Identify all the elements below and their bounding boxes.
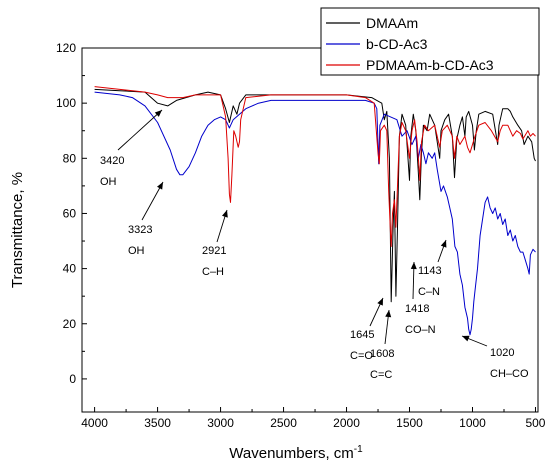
x-tick-label: 2000 xyxy=(333,416,360,430)
y-tick-label: 20 xyxy=(63,317,77,331)
annotation-label: C–N xyxy=(418,286,440,298)
annotation-arrowhead xyxy=(462,335,470,342)
annotation-label: 1608 xyxy=(370,348,394,360)
x-tick-label: 3500 xyxy=(144,416,171,430)
annotation-arrowhead xyxy=(157,182,163,190)
x-axis-title: Wavenumbers, cm-1 xyxy=(229,444,363,462)
annotation-arrowhead xyxy=(440,240,447,248)
annotation-label: 3323 xyxy=(128,224,152,236)
y-axis: 0 20 40 60 80 100 120 xyxy=(56,41,87,386)
y-tick-label: 0 xyxy=(69,372,76,386)
x-tick-label: 1000 xyxy=(459,416,486,430)
annotation-label: 1418 xyxy=(405,303,429,315)
annotation-label: OH xyxy=(100,176,117,188)
annotation-arrow-line xyxy=(117,109,163,151)
series-line-1 xyxy=(94,91,536,336)
annotation-arrowhead xyxy=(154,110,162,117)
annotation-label: C=C xyxy=(370,369,392,381)
legend-label: PDMAAm-b-CD-Ac3 xyxy=(366,57,494,73)
annotation-label: OH xyxy=(128,245,145,257)
x-axis: 4000 3500 3000 2500 2000 1500 1000 500 xyxy=(81,407,546,430)
annotation-label: C=O xyxy=(350,350,373,362)
annotation-label: 2921 xyxy=(202,245,226,257)
plot-frame xyxy=(81,47,539,413)
annotation-arrowhead xyxy=(385,310,392,318)
legend-label: b-CD-Ac3 xyxy=(366,36,428,52)
legend-box xyxy=(320,7,540,76)
annotation-label: 1020 xyxy=(490,347,514,359)
annotation-label: CO–N xyxy=(405,324,436,336)
annotation-arrowhead xyxy=(222,210,228,218)
x-tick-label: 1500 xyxy=(396,416,423,430)
x-tick-label: 500 xyxy=(525,416,545,430)
legend: DMAAm b-CD-Ac3 PDMAAm-b-CD-Ac3 xyxy=(320,7,540,76)
annotation-label: 3420 xyxy=(100,155,124,167)
x-tick-label: 3000 xyxy=(207,416,234,430)
series-line-2 xyxy=(94,86,536,247)
annotation-label: 1143 xyxy=(418,265,442,277)
annotation-label: 1645 xyxy=(350,329,374,341)
annotation-arrowhead xyxy=(377,298,383,306)
annotation-arrowhead xyxy=(410,262,417,270)
y-tick-label: 80 xyxy=(63,151,77,165)
y-tick-label: 100 xyxy=(56,96,76,110)
y-tick-label: 40 xyxy=(63,262,77,276)
series-layer xyxy=(94,86,536,336)
y-tick-label: 60 xyxy=(63,206,77,220)
y-axis-title: Transmittance, % xyxy=(9,172,26,288)
y-tick-label: 120 xyxy=(56,41,76,55)
annotation-label: C–H xyxy=(202,266,224,278)
x-tick-label: 4000 xyxy=(81,416,108,430)
series-line-0 xyxy=(94,88,536,303)
legend-label: DMAAm xyxy=(366,15,418,31)
x-tick-label: 2500 xyxy=(270,416,297,430)
annotation-label: CH–CO xyxy=(490,368,529,380)
x-axis-title-sup: -1 xyxy=(354,444,363,455)
x-axis-title-main: Wavenumbers, cm xyxy=(229,445,353,462)
annotation-arrow-line xyxy=(141,181,164,221)
